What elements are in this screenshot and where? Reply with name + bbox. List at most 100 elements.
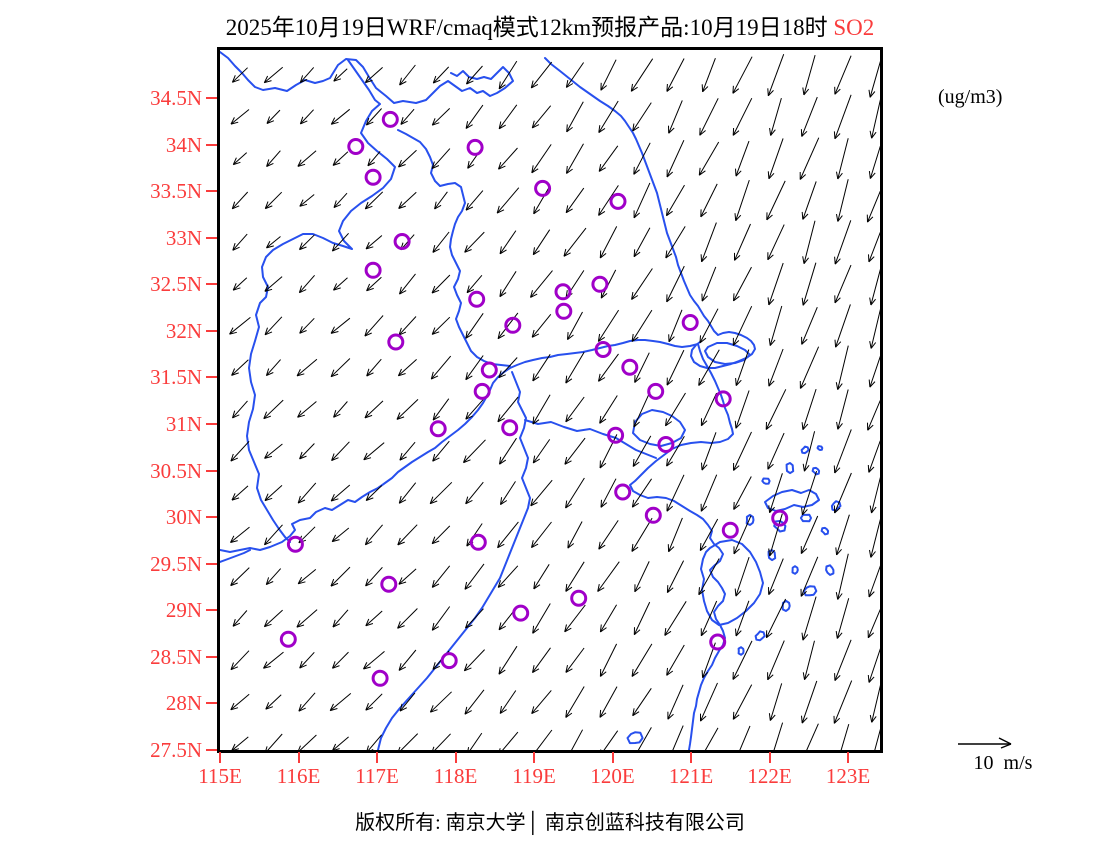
x-axis-tick (219, 752, 221, 763)
wind-arrow (567, 311, 583, 340)
wind-arrow (297, 569, 317, 585)
wind-arrow (668, 100, 683, 134)
y-tick-label: 29N (165, 598, 202, 623)
wind-arrow (396, 399, 419, 420)
y-tick-label: 34N (165, 132, 202, 157)
station-marker-circle (621, 358, 639, 376)
station-marker-circle (609, 192, 627, 210)
wind-arrow (399, 441, 416, 461)
wind-arrow (701, 266, 717, 302)
boundary-taihu-lake (632, 409, 686, 447)
wind-arrow (499, 437, 517, 465)
wind-arrow (299, 109, 314, 125)
wind-arrow (631, 517, 653, 552)
station-marker-circle (555, 302, 573, 320)
wind-arrow (332, 651, 349, 669)
wind-arrow (398, 191, 417, 209)
x-tick-label: 117E (355, 764, 399, 788)
wind-arrow (734, 390, 750, 429)
wind-arrow (264, 191, 283, 210)
wind-arrow (633, 391, 651, 428)
wind-arrow (598, 145, 619, 172)
wind-arrow (499, 230, 517, 255)
y-axis-tick (206, 609, 217, 612)
wind-arrow (834, 304, 851, 348)
wind-arrow (734, 223, 751, 261)
wind-arrow (465, 481, 484, 505)
wind-arrow (704, 727, 719, 750)
wind-arrow (264, 276, 283, 292)
wind-arrow (733, 476, 752, 510)
wind-arrow (333, 401, 348, 418)
wind-arrow (497, 565, 519, 588)
wind-arrow (734, 179, 750, 222)
wind-arrow (531, 313, 552, 338)
wind-arrow (732, 97, 753, 136)
wind-arrow (599, 604, 618, 633)
wind-arrow (230, 440, 250, 462)
wind-arrow (531, 105, 552, 129)
wind-arrow (232, 233, 248, 251)
wind-arrow (498, 357, 518, 379)
y-tick-label: 32N (165, 318, 202, 343)
wind-arrow (668, 309, 683, 343)
station-marker-circle (591, 275, 609, 293)
island-blob (825, 564, 835, 576)
wind-arrow (499, 690, 517, 714)
wind-arrow (869, 268, 880, 306)
wind-arrow (597, 561, 620, 592)
wind-arrow (732, 56, 753, 94)
station-marker-circle (286, 535, 304, 553)
wind-arrow (465, 104, 484, 129)
wind-arrow (735, 349, 750, 386)
wind-arrow (836, 179, 849, 222)
wind-arrow (364, 67, 383, 84)
wind-arrow (868, 565, 880, 598)
wind-arrow (833, 680, 853, 724)
station-marker-circle (473, 382, 491, 400)
wind-arrow (263, 609, 283, 628)
wind-arrow (497, 312, 519, 340)
wind-arrow (431, 148, 451, 170)
island-blob (761, 477, 771, 485)
wind-arrow (466, 65, 483, 85)
wind-arrow (765, 389, 787, 430)
wind-arrow (499, 731, 519, 750)
station-marker-circle (429, 420, 447, 438)
wind-arrow (667, 517, 683, 553)
wind-arrow (834, 639, 852, 681)
station-marker-circle (480, 361, 498, 379)
wind-arrow (732, 305, 753, 346)
wind-arrow (331, 232, 349, 252)
wind-arrow (531, 690, 552, 715)
wind-arrow (802, 431, 816, 472)
wind-arrow (465, 399, 484, 420)
x-tick-label: 118E (433, 764, 478, 788)
wind-arrow (298, 692, 316, 712)
island-blob (626, 731, 644, 745)
y-axis-tick (206, 283, 217, 286)
y-tick-label: 29.5N (150, 551, 202, 576)
y-tick-label: 27.5N (150, 738, 202, 762)
wind-arrow (632, 688, 652, 717)
wind-arrow (700, 392, 718, 427)
wind-arrow (767, 54, 785, 97)
wind-arrow (834, 55, 852, 95)
station-marker-circle (721, 521, 739, 539)
station-marker-circle (387, 333, 405, 351)
wind-arrow (498, 147, 518, 170)
wind-arrow (265, 694, 282, 710)
wind-arrow (532, 439, 551, 464)
wind-arrow (266, 109, 281, 124)
wind-arrow (667, 684, 684, 720)
island-blob (781, 599, 791, 612)
y-tick-label: 32.5N (150, 272, 202, 297)
wind-arrow (767, 432, 785, 470)
wind-arrow (398, 149, 417, 168)
wind-arrow (331, 441, 350, 462)
wind-arrow (498, 104, 518, 130)
wind-arrow (835, 598, 850, 639)
wind-arrow (498, 645, 518, 675)
wind-arrow (330, 358, 351, 378)
y-axis-tick (206, 702, 217, 705)
